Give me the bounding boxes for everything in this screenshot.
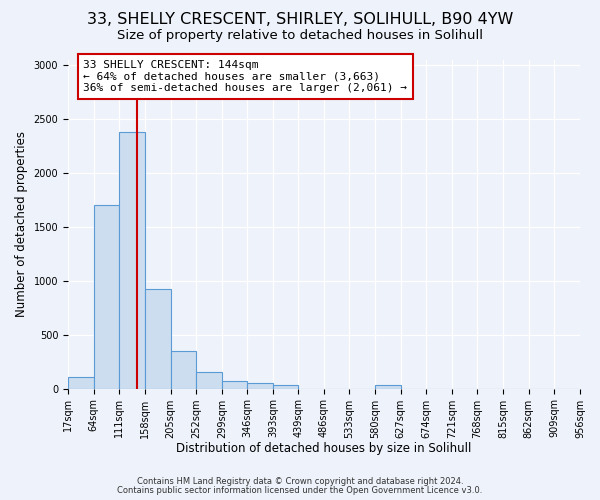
- Bar: [145, 290, 170, 388]
- Bar: [68, 377, 94, 388]
- Bar: [273, 386, 298, 388]
- Text: Contains HM Land Registry data © Crown copyright and database right 2024.: Contains HM Land Registry data © Crown c…: [137, 477, 463, 486]
- Bar: [94, 206, 119, 388]
- Text: Contains public sector information licensed under the Open Government Licence v3: Contains public sector information licen…: [118, 486, 482, 495]
- Text: Size of property relative to detached houses in Solihull: Size of property relative to detached ho…: [117, 29, 483, 42]
- Text: 33 SHELLY CRESCENT: 144sqm
← 64% of detached houses are smaller (3,663)
36% of s: 33 SHELLY CRESCENT: 144sqm ← 64% of deta…: [83, 60, 407, 93]
- Text: 33, SHELLY CRESCENT, SHIRLEY, SOLIHULL, B90 4YW: 33, SHELLY CRESCENT, SHIRLEY, SOLIHULL, …: [87, 12, 513, 28]
- Bar: [196, 372, 222, 388]
- Bar: [119, 132, 145, 388]
- Bar: [375, 386, 401, 388]
- Bar: [247, 383, 273, 388]
- Bar: [170, 351, 196, 389]
- Bar: [222, 380, 247, 388]
- X-axis label: Distribution of detached houses by size in Solihull: Distribution of detached houses by size …: [176, 442, 472, 455]
- Y-axis label: Number of detached properties: Number of detached properties: [15, 132, 28, 318]
